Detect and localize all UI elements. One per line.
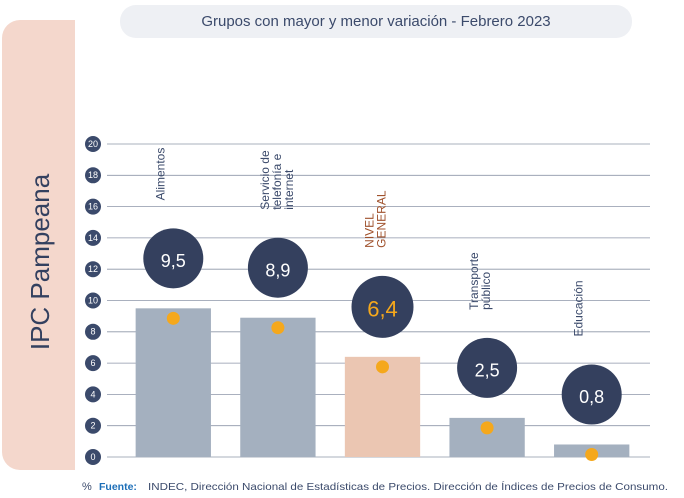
value-dot xyxy=(271,321,284,334)
chart-title: Grupos con mayor y menor variación - Feb… xyxy=(201,13,550,30)
source: INDEC, Dirección Nacional de Estadística… xyxy=(148,480,668,493)
source-label: Fuente: xyxy=(99,481,137,493)
panel-title: IPC Pampeana xyxy=(25,173,55,350)
value-label: 6,4 xyxy=(367,297,398,322)
y-tick-label: 14 xyxy=(88,233,98,243)
y-tick-label: 12 xyxy=(88,264,98,274)
value-label: 8,9 xyxy=(265,260,290,280)
value-label: 9,5 xyxy=(161,251,186,271)
y-axis-label: % xyxy=(82,481,92,493)
y-tick-label: 4 xyxy=(90,389,95,399)
value-dot xyxy=(167,312,180,325)
y-tick-label: 16 xyxy=(88,201,98,211)
value-label: 0,8 xyxy=(579,387,604,407)
y-tick-label: 20 xyxy=(88,139,98,149)
value-dot xyxy=(481,421,494,434)
y-tick-label: 6 xyxy=(90,358,95,368)
value-dot xyxy=(376,360,389,373)
chart: IPC Pampeana Grupos con mayor y menor va… xyxy=(0,0,684,498)
y-tick-label: 2 xyxy=(90,421,95,431)
y-tick-label: 10 xyxy=(88,295,98,305)
category-label: Transportepúblico xyxy=(467,252,493,310)
category-label: Alimentos xyxy=(153,148,167,201)
category-label: Servicio detelefonía einternet xyxy=(258,150,296,210)
y-tick-label: 8 xyxy=(90,327,95,337)
value-dot xyxy=(585,448,598,461)
value-label: 2,5 xyxy=(475,361,500,381)
y-tick-label: 18 xyxy=(88,170,98,180)
category-label: NIVELGENERAL xyxy=(363,190,389,248)
y-tick-label: 0 xyxy=(90,452,95,462)
category-label: Educación xyxy=(572,280,586,336)
bar xyxy=(240,318,315,457)
bar xyxy=(136,308,211,457)
